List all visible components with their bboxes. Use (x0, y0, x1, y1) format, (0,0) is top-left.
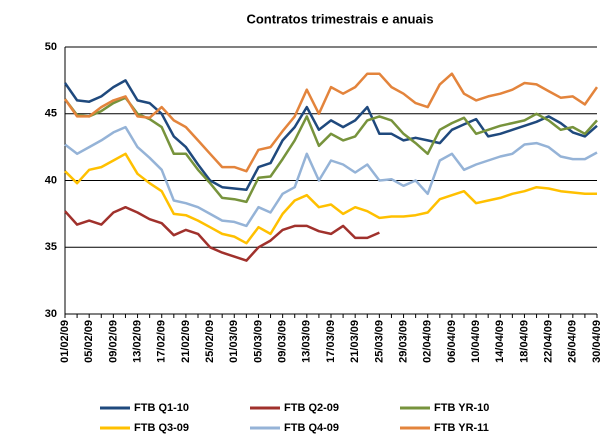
y-tick-label: 30 (45, 308, 57, 320)
x-tick-label: 09/03/09 (277, 320, 289, 363)
series-line (64, 152, 597, 245)
x-tick-label: 14/04/09 (494, 320, 506, 363)
x-tick-label: 13/02/09 (131, 320, 143, 363)
y-tick-label: 40 (45, 174, 57, 186)
x-tick-label: 30/04/09 (591, 320, 603, 363)
x-tick-label: 17/03/09 (325, 320, 337, 363)
series-line (64, 125, 598, 228)
legend-label: FTB YR-10 (434, 402, 489, 414)
chart-title: Contratos trimestrais e anuais (246, 11, 433, 26)
x-tick-label: 01/02/09 (59, 320, 71, 363)
x-tick-label: 29/03/09 (397, 320, 409, 363)
y-tick-label: 35 (45, 241, 57, 253)
legend-label: FTB YR-11 (434, 422, 489, 434)
x-tick-label: 21/03/09 (349, 320, 361, 363)
series-line (64, 205, 380, 262)
x-tick-label: 01/03/09 (228, 320, 240, 363)
x-tick-label: 13/03/09 (301, 320, 313, 363)
y-tick-label: 45 (45, 108, 57, 120)
series-line (64, 96, 598, 204)
x-tick-label: 18/04/09 (518, 320, 530, 363)
x-tick-label: 10/04/09 (470, 320, 482, 363)
x-tick-label: 05/03/09 (252, 320, 264, 363)
x-tick-label: 17/02/09 (156, 320, 168, 363)
x-tick-label: 21/02/09 (180, 320, 192, 363)
x-tick-label: 25/02/09 (204, 320, 216, 363)
legend-label: FTB Q4-09 (284, 422, 339, 434)
legend-label: FTB Q3-09 (134, 422, 189, 434)
x-tick-label: 09/02/09 (107, 320, 119, 363)
x-tick-label: 02/04/09 (422, 320, 434, 363)
legend-label: FTB Q2-09 (284, 402, 339, 414)
x-tick-label: 06/04/09 (446, 320, 458, 363)
x-tick-label: 26/04/09 (567, 320, 579, 363)
y-tick-label: 50 (45, 41, 57, 53)
x-tick-label: 25/03/09 (373, 320, 385, 363)
x-tick-label: 22/04/09 (543, 320, 555, 363)
series-line (63, 72, 599, 173)
x-tick-label: 05/02/09 (83, 320, 95, 363)
series-line (63, 79, 598, 192)
legend-label: FTB Q1-10 (134, 402, 189, 414)
